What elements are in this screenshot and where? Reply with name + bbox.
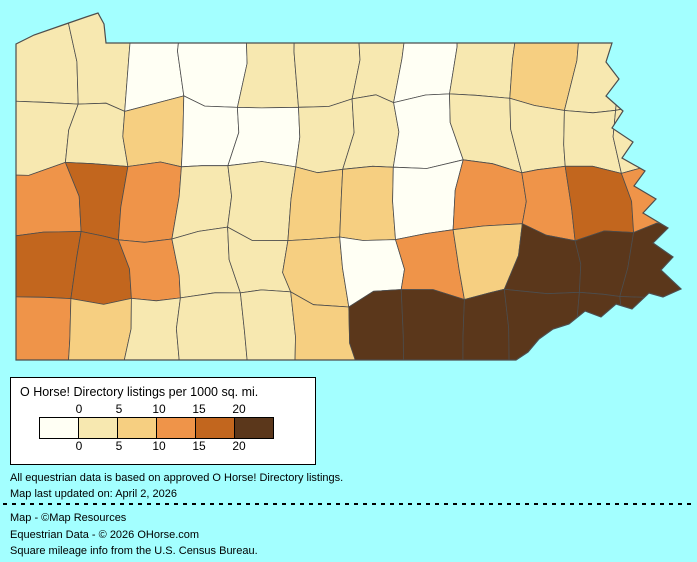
county-cell	[615, 13, 681, 111]
credits-block: Map - ©Map Resources Equestrian Data - ©…	[10, 510, 258, 560]
county-cell	[236, 13, 299, 109]
note-last-updated: Map last updated on: April 2, 2026	[10, 488, 177, 500]
legend-tick: 5	[115, 402, 123, 416]
legend-tick: 15	[192, 439, 206, 453]
credit-map: Map - ©Map Resources	[10, 512, 127, 524]
county-cell	[227, 106, 301, 168]
legend-tick: 10	[152, 439, 166, 453]
county-cell	[400, 289, 465, 360]
state-outline	[15, 12, 683, 361]
legend-tick: 0	[75, 402, 83, 416]
county-cell	[293, 13, 361, 108]
legend-tick: 0	[75, 439, 83, 453]
county-cell	[339, 165, 396, 241]
pennsylvania-county-map	[15, 12, 683, 361]
county-cell	[287, 166, 344, 242]
legend-tick: 20	[232, 402, 246, 416]
legend-swatch	[195, 417, 235, 439]
county-cell	[121, 297, 181, 360]
note-data-source: All equestrian data is based on approved…	[10, 472, 344, 484]
county-cell	[16, 231, 82, 300]
county-cell	[449, 13, 521, 99]
legend-swatch	[39, 417, 79, 439]
legend-tick: 20	[232, 439, 246, 453]
legend-title: O Horse! Directory listings per 1000 sq.…	[20, 385, 259, 399]
legend-tick: 10	[152, 402, 166, 416]
legend-swatch	[156, 417, 196, 439]
county-cell	[117, 161, 182, 243]
credit-equestrian-data: Equestrian Data - © 2026 OHorse.com	[10, 528, 200, 541]
county-cell	[239, 289, 296, 360]
legend-ticks-top: 0 5 10 15 20	[39, 402, 301, 417]
county-cell	[619, 295, 681, 360]
legend-tick: 5	[115, 439, 123, 453]
dashed-divider	[3, 503, 694, 505]
county-cell	[16, 296, 72, 360]
county-cell	[227, 161, 297, 242]
county-cell	[563, 109, 622, 174]
credit-square-mileage: Square mileage info from the U.S. Census…	[10, 545, 258, 557]
county-cell	[16, 13, 79, 105]
county-cell	[393, 13, 458, 104]
county-cell	[290, 291, 360, 360]
notes-block: All equestrian data is based on approved…	[10, 470, 343, 502]
county-cell	[348, 289, 404, 360]
legend-ticks-bottom: 0 5 10 15 20	[39, 439, 301, 454]
legend-tick: 15	[192, 402, 206, 416]
county-cell	[67, 297, 132, 360]
legend-swatch	[117, 417, 157, 439]
county-cell	[175, 292, 249, 360]
county-cell	[462, 288, 510, 360]
legend-swatch	[234, 417, 274, 439]
county-cell	[124, 13, 185, 112]
county-cell	[394, 229, 465, 301]
county-cell	[612, 97, 681, 174]
county-cell	[392, 159, 464, 241]
legend-swatch	[78, 417, 118, 439]
county-cell	[64, 102, 129, 167]
legend-box: O Horse! Directory listings per 1000 sq.…	[10, 377, 316, 465]
legend-swatch-row	[39, 417, 315, 439]
county-cell	[177, 13, 248, 108]
